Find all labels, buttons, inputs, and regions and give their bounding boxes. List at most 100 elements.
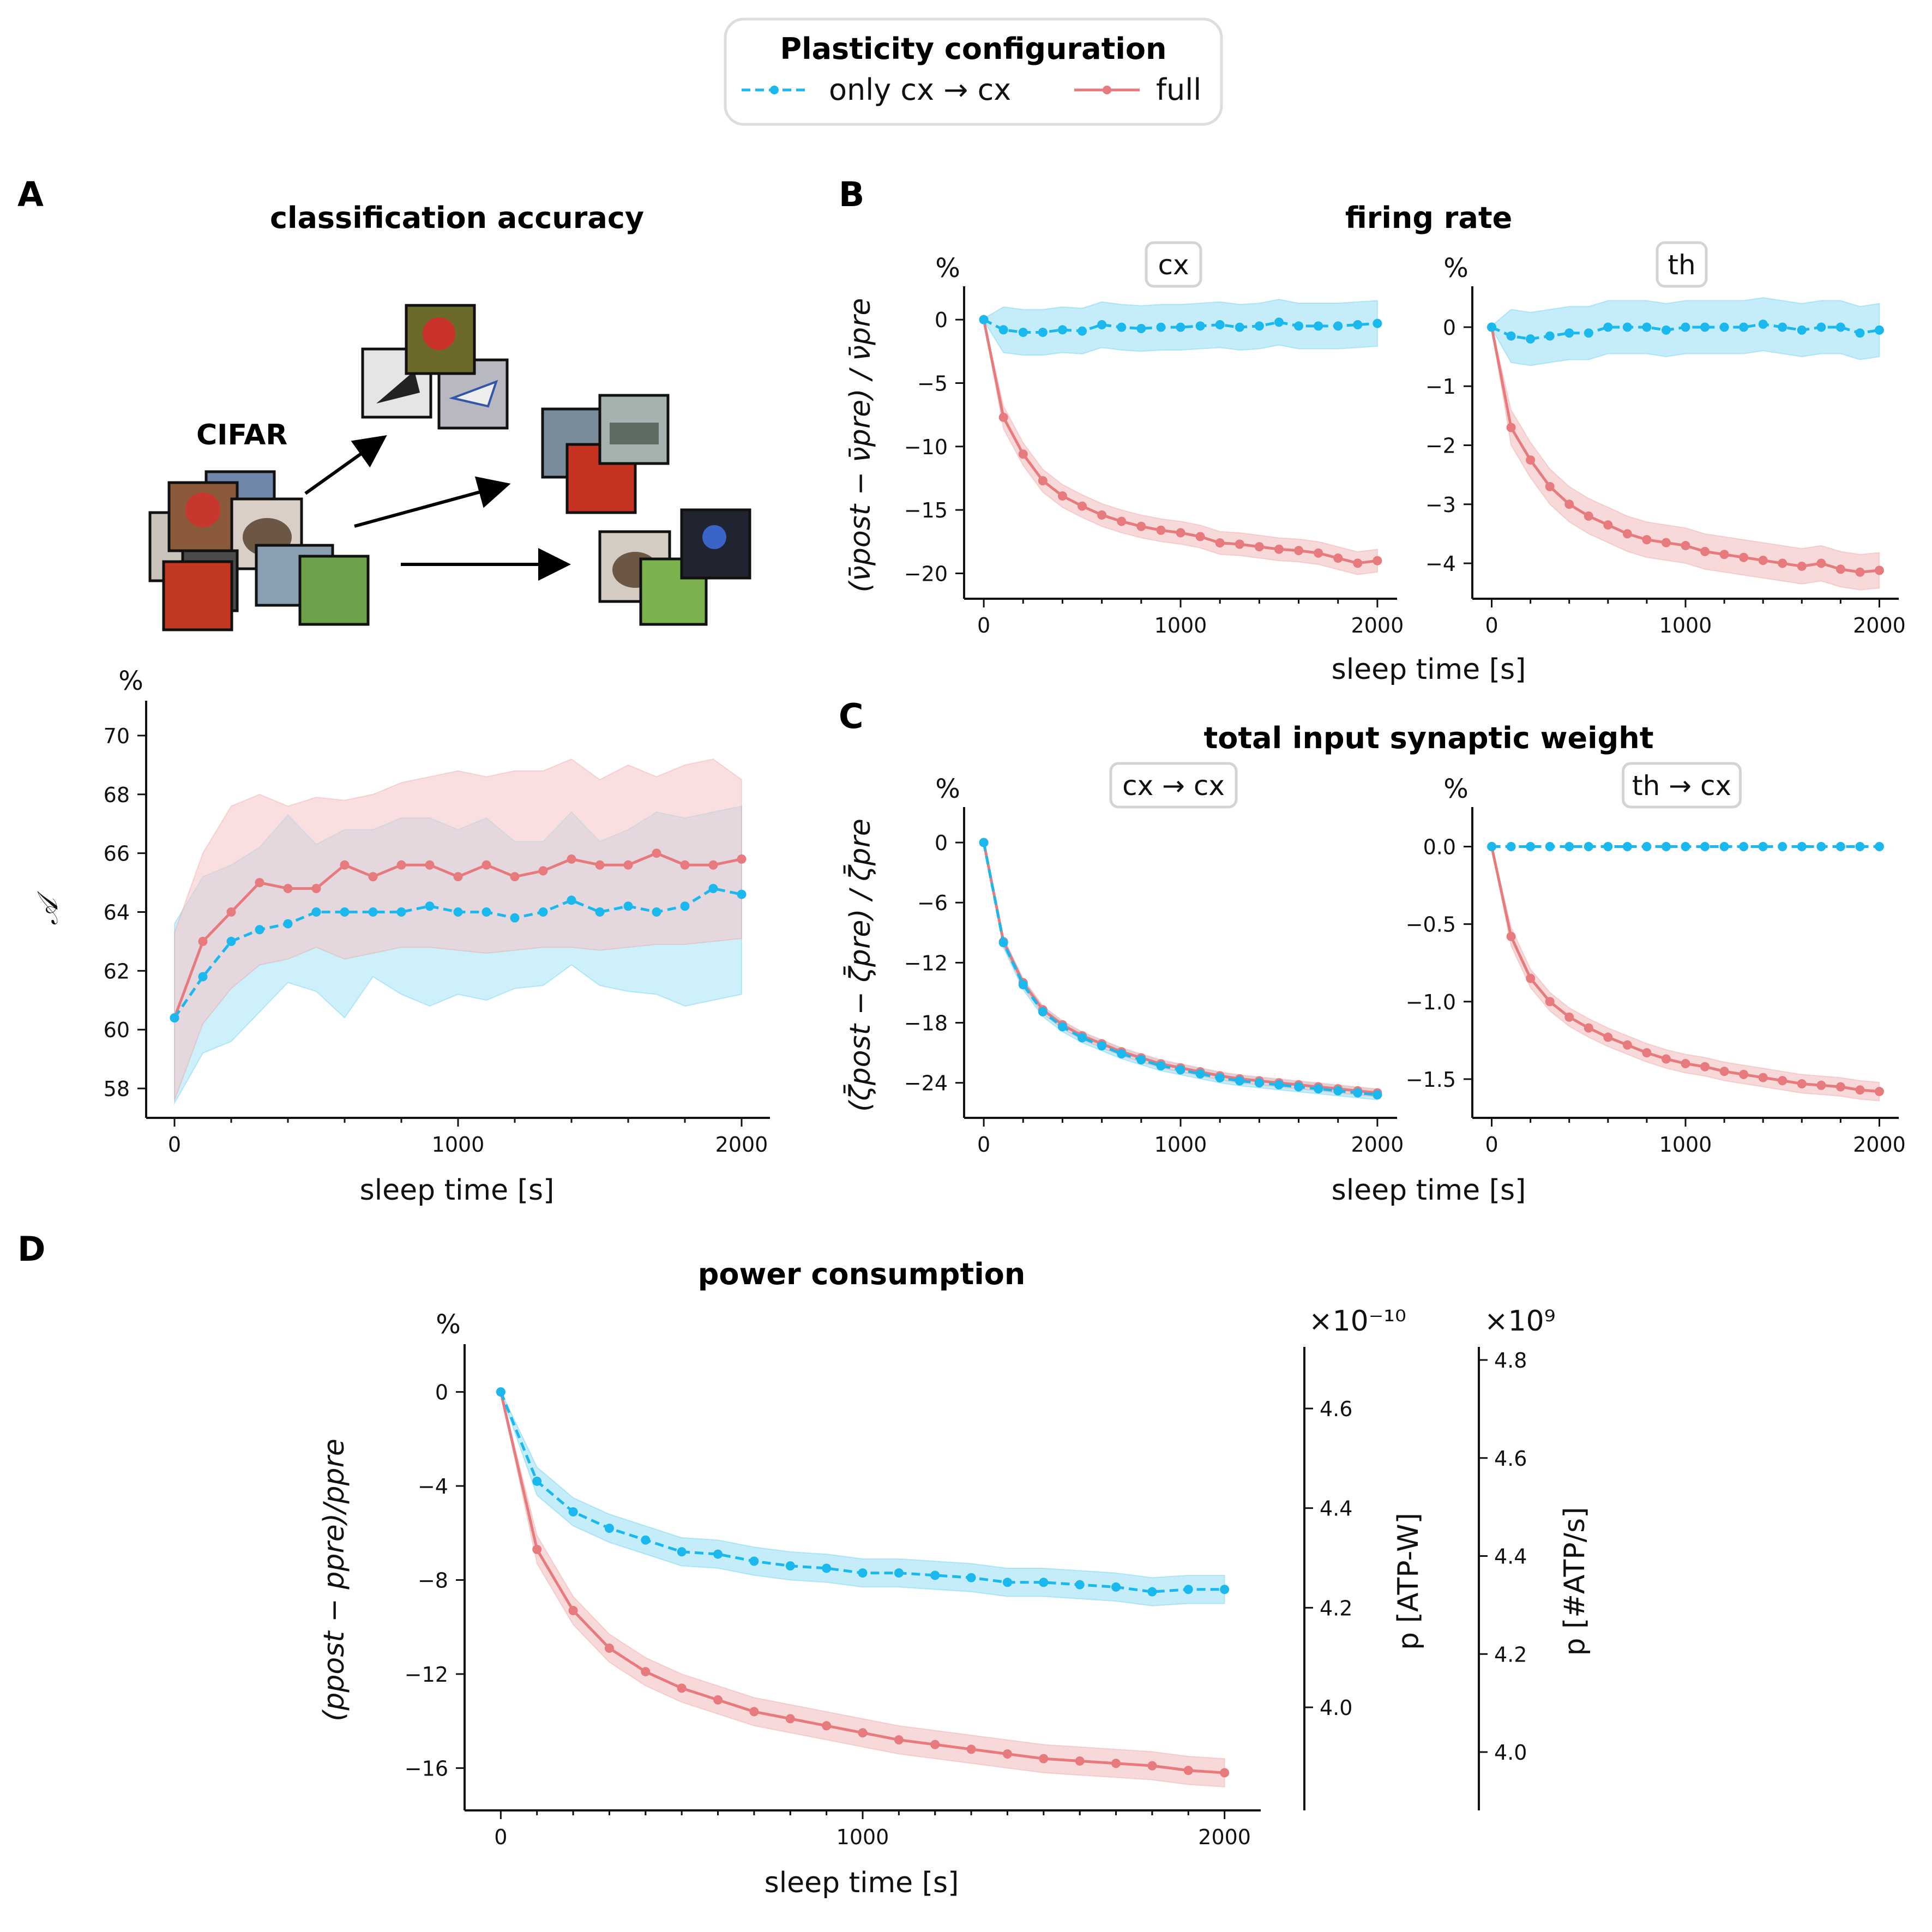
data-point-full [1778, 1076, 1787, 1086]
data-point-full [482, 860, 491, 870]
confidence-band-full [983, 842, 1378, 1098]
right-axis-multiplier: ×10⁻¹⁰ [1309, 1305, 1406, 1338]
data-point-only-cx [595, 907, 605, 917]
data-point-only-cx [1855, 328, 1865, 338]
y-tick-label: −1.0 [1406, 990, 1456, 1014]
data-point-only-cx [1506, 331, 1516, 341]
data-point-only-cx [1700, 842, 1710, 852]
data-point-full [1136, 521, 1146, 531]
data-point-only-cx [368, 907, 378, 917]
data-point-full [1526, 455, 1536, 465]
power-right-axes: 4.6 4.4 4.2 4.0 ×10⁻¹⁰ p [ATP-W] 4.8 4.6 4.4 4.2 4… [1303, 1305, 1591, 1810]
subtitle-label: cx → cx [1122, 770, 1225, 802]
data-point-full [567, 854, 576, 864]
subtitle-frame [1656, 241, 1708, 288]
chart-synaptic-weight-cx-cx: 0 1000 2000 0 −6 −12 −18 −24% cx → cx (ζ̄post − ζ… [844, 762, 1404, 1157]
data-point-full [1176, 528, 1185, 538]
arrow-to-cluster-2 [354, 476, 511, 528]
y-tick-label: −15 [904, 498, 948, 522]
subtitle-label: cx [1158, 249, 1189, 281]
title-b: firing rate [1345, 201, 1513, 235]
unit-label: % [436, 1309, 461, 1340]
data-point-full [1622, 529, 1632, 539]
data-point-only-cx [1220, 1585, 1230, 1594]
data-point-only-cx [1156, 1061, 1166, 1071]
panel-label-d: D [17, 1229, 45, 1269]
subtitle-frame [1622, 762, 1742, 809]
data-point-only-cx [255, 925, 264, 935]
data-point-only-cx [1797, 325, 1807, 335]
subtitle-frame [1145, 241, 1202, 288]
title-a: classification accuracy [270, 201, 644, 235]
data-point-full [1018, 449, 1028, 459]
data-point-full [713, 1695, 723, 1705]
data-point-only-cx [1681, 322, 1690, 332]
data-point-full [255, 878, 264, 888]
chart-synaptic-weight-th-cx: 0 1000 2000 0.0 −0.5 −1.0 −1.5% th → cx [1406, 762, 1906, 1157]
right-tick-label: 4.4 [1494, 1545, 1527, 1569]
data-point-full [1183, 1766, 1193, 1775]
data-point-only-cx [1622, 322, 1632, 332]
data-point-full [311, 883, 321, 893]
data-point-only-cx [1254, 1078, 1264, 1088]
data-point-full [1220, 1768, 1230, 1778]
legend-title: Plasticity configuration [780, 32, 1167, 66]
data-point-only-cx [1816, 842, 1826, 852]
data-point-only-cx [1235, 1076, 1244, 1086]
data-point-only-cx [713, 1549, 723, 1559]
x-tick-label: 1000 [432, 1133, 485, 1157]
data-point-only-cx [1874, 842, 1884, 852]
data-point-only-cx [1506, 842, 1516, 852]
y-axis-label: 𝒜 [32, 890, 64, 925]
y-tick-label: −20 [904, 562, 948, 586]
data-point-full [1816, 1080, 1826, 1090]
data-point-only-cx [568, 1507, 578, 1516]
data-point-only-cx [1487, 322, 1497, 332]
data-point-only-cx [1373, 1090, 1382, 1100]
data-point-full [1719, 550, 1729, 559]
data-point-full [568, 1606, 578, 1616]
data-point-only-cx [340, 907, 350, 917]
data-point-only-cx [998, 938, 1008, 948]
data-point-only-cx [1353, 320, 1363, 329]
legend: Plasticity configuration only cx → cx fu… [724, 17, 1223, 126]
data-point-only-cx [1681, 842, 1690, 852]
right-tick-label: 4.6 [1320, 1397, 1352, 1421]
data-point-only-cx [1642, 842, 1652, 852]
data-point-full [425, 860, 435, 870]
data-point-full [368, 872, 378, 882]
bird-shape [423, 317, 455, 350]
confidence-band-full [1491, 326, 1880, 591]
data-point-only-cx [1719, 322, 1729, 332]
data-point-full [1373, 556, 1382, 565]
data-point-only-cx [1778, 842, 1787, 852]
y-tick-label: 58 [104, 1077, 130, 1101]
bird-shape [185, 492, 220, 527]
data-point-full [1039, 1754, 1049, 1764]
data-point-only-cx [1739, 322, 1749, 332]
data-point-only-cx [1314, 1084, 1323, 1094]
data-point-full [998, 412, 1008, 422]
y-tick-label: −3 [1425, 493, 1456, 517]
data-point-only-cx [1215, 320, 1225, 329]
xlabel-d: sleep time [s] [765, 1867, 959, 1899]
data-point-only-cx [1487, 842, 1497, 852]
y-tick-label: −8 [418, 1569, 448, 1593]
chart-firing-rate-th: 0 1000 2000 0 −1 −2 −3 −4% th [1425, 241, 1906, 637]
series-line-full [982, 842, 1378, 1094]
data-point-full [1835, 564, 1845, 574]
right-tick-label: 4.0 [1320, 1696, 1352, 1720]
data-point-only-cx [1057, 1022, 1067, 1032]
data-point-only-cx [1545, 331, 1555, 341]
y-tick-label: 64 [104, 901, 130, 925]
data-point-only-cx [567, 895, 576, 905]
data-point-only-cx [1078, 326, 1087, 336]
data-point-only-cx [604, 1524, 614, 1533]
right-tick-label: 4.8 [1494, 1349, 1527, 1373]
data-point-only-cx [1038, 1007, 1048, 1016]
x-tick-label: 1000 [1659, 1133, 1712, 1157]
data-point-full [1564, 499, 1574, 509]
x-tick-label: 2000 [1853, 613, 1906, 637]
y-tick-label: −6 [917, 891, 948, 915]
data-point-full [1700, 1062, 1710, 1072]
